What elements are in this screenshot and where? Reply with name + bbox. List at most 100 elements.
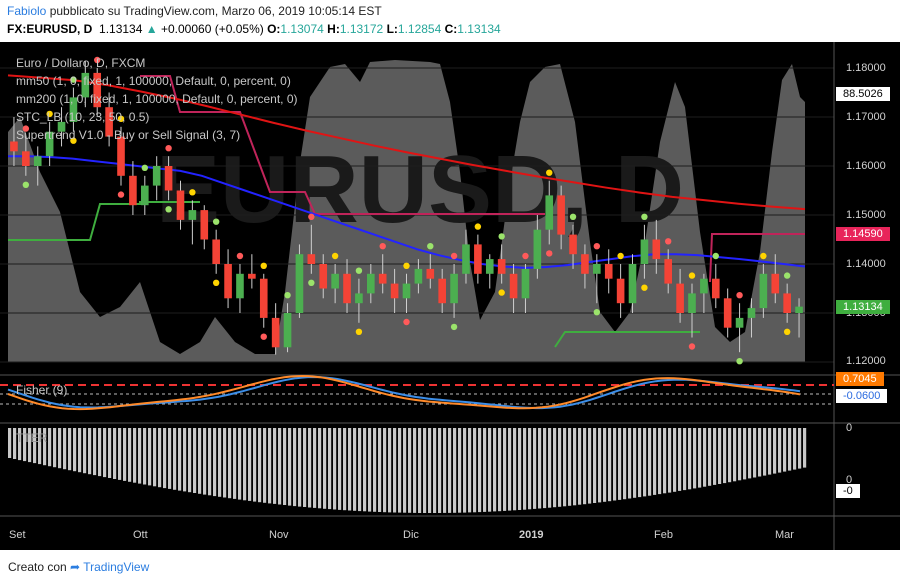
histogram-bar: [803, 428, 807, 468]
histogram-bar: [213, 428, 217, 497]
histogram-bar: [688, 428, 692, 490]
histogram-bar: [343, 428, 347, 511]
histogram-bar: [658, 428, 662, 495]
signal-dot: [783, 328, 791, 335]
candle-body: [545, 195, 554, 230]
candle-body: [402, 283, 411, 299]
histogram-bar: [498, 428, 502, 512]
osc-zero-low-label: 0: [846, 474, 853, 486]
signal-dot: [403, 262, 410, 269]
histogram-bar: [223, 428, 227, 498]
histogram-bar: [638, 428, 642, 498]
candle-body: [259, 278, 268, 318]
supertrend-up-segment: [8, 201, 200, 241]
histogram-bar: [53, 428, 57, 468]
candle-body: [557, 195, 565, 235]
candle-body: [628, 264, 637, 304]
histogram-bar: [13, 428, 17, 459]
fisher-main-line: [7, 374, 801, 411]
candle-body: [521, 268, 530, 299]
fisher-signal-line: [7, 375, 801, 410]
candle-body: [581, 254, 589, 274]
signal-dot: [308, 279, 315, 286]
histogram-bar: [673, 428, 677, 492]
histogram-bar: [503, 428, 507, 511]
signal-dot: [260, 262, 267, 269]
candle-body: [212, 239, 220, 264]
histogram-bar: [778, 428, 782, 473]
legend-ma50[interactable]: mm50 (1, 0, fixed, 1, 100000, Default, 0…: [16, 74, 291, 88]
histogram-bar: [378, 428, 382, 512]
candle-body: [711, 278, 720, 299]
tradingview-link[interactable]: TradingView: [83, 560, 150, 574]
time-tick-label: Ott: [133, 529, 148, 541]
legend-supertrend[interactable]: Supertrend V1.0 - Buy or Sell Signal (3,…: [16, 128, 241, 142]
legend-title[interactable]: Euro / Dollaro, D, FXCM: [16, 56, 146, 70]
histogram-bar: [543, 428, 547, 509]
time-tick-label: Mar: [775, 529, 794, 541]
legend-ttm[interactable]: TTER: [16, 431, 48, 445]
ma200-line: [7, 74, 806, 211]
histogram-bar: [23, 428, 27, 462]
author-link[interactable]: Fabiolo: [7, 4, 47, 18]
histogram-bar: [553, 428, 557, 508]
legend-ma200[interactable]: mm200 (1, 0, fixed, 1, 100000, Default, …: [16, 92, 298, 106]
histogram-bar: [48, 428, 52, 467]
candle-body: [117, 136, 125, 176]
histogram-bar: [513, 428, 517, 511]
last-price-label: 1.13134: [836, 300, 890, 314]
candle-body: [485, 259, 494, 274]
histogram-bar: [203, 428, 207, 495]
histogram-bar: [68, 428, 72, 471]
histogram-bar: [293, 428, 297, 507]
signal-dots: [22, 56, 791, 365]
fisher-value-label: 0.7045: [836, 372, 884, 386]
osc-zero-label: 0: [846, 422, 853, 434]
chart-header: Fabiolo pubblicato su TradingView.com, M…: [0, 0, 900, 40]
signal-dot: [355, 267, 363, 274]
histogram-bar: [368, 428, 372, 512]
histogram-bar: [273, 428, 277, 504]
signal-dot: [46, 110, 53, 118]
histogram-bar: [618, 428, 622, 500]
open-value: 1.13074: [280, 22, 324, 36]
histogram-bar: [288, 428, 292, 506]
histogram-bar: [648, 428, 652, 496]
low-label: L:: [386, 22, 398, 36]
candle-body: [795, 306, 803, 313]
candle-body: [688, 293, 696, 313]
candle-body: [533, 229, 542, 269]
histogram-bar: [698, 428, 702, 488]
chart-svg[interactable]: EURUSD, D: [0, 42, 900, 550]
histogram-bar: [348, 428, 352, 511]
signal-dot: [212, 279, 220, 286]
histogram-bar: [583, 428, 587, 505]
legend-fisher[interactable]: Fisher (9): [16, 383, 68, 397]
candle-body: [747, 308, 756, 318]
time-tick-label: 2019: [519, 529, 544, 541]
histogram-bar: [483, 428, 487, 512]
signal-dot: [284, 292, 291, 299]
histogram-bar: [263, 428, 267, 503]
signal-dot: [736, 358, 743, 365]
signal-dot: [569, 213, 577, 220]
candle-body: [152, 166, 161, 186]
histogram-bar: [728, 428, 732, 483]
chart-canvas[interactable]: EURUSD, D Euro / Dollaro, D, FXCM mm50 (…: [0, 42, 900, 550]
candle-body: [616, 278, 625, 304]
histogram-bar: [243, 428, 247, 501]
histogram-bar: [353, 428, 357, 511]
histogram-bar: [158, 428, 162, 488]
histogram-bar: [118, 428, 122, 480]
histogram-bar: [743, 428, 747, 480]
signal-dot: [22, 181, 30, 188]
histogram-bar: [418, 428, 422, 513]
legend-stc[interactable]: STC_LB (10, 23, 50, 0.5): [16, 110, 150, 124]
candle-body: [188, 210, 197, 220]
histogram-bar: [773, 428, 777, 474]
signal-dot: [379, 243, 386, 250]
histogram-bar: [323, 428, 327, 509]
price-tick-label: 1.17000: [846, 111, 886, 123]
candle-body: [69, 97, 78, 122]
histogram-bar: [548, 428, 552, 508]
